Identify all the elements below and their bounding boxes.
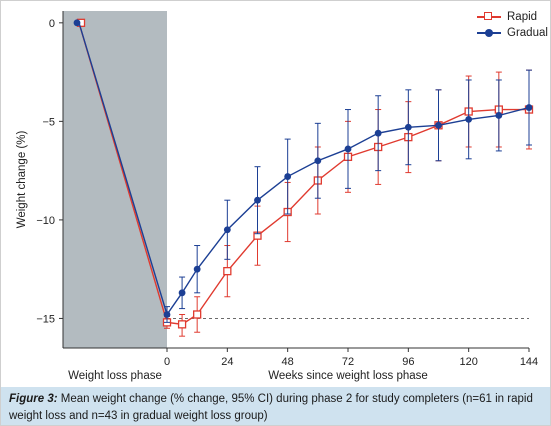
gradual-point — [193, 265, 201, 273]
gradual-point — [178, 289, 186, 297]
legend-swatch-rapid — [477, 12, 501, 22]
x-axis-label: Weeks since weight loss phase — [268, 370, 428, 382]
gradual-point — [223, 226, 231, 234]
x-tick-label: 144 — [520, 356, 538, 368]
legend: Rapid Gradual — [477, 9, 548, 41]
y-tick-label: −10 — [36, 215, 55, 227]
gradual-point — [495, 112, 503, 119]
y-axis-label: Weight change (%) — [16, 131, 28, 229]
weight-change-chart: 0 −5 −10 −15 0 24 48 72 96 120 144 Weight change (%… — [16, 11, 538, 382]
y-tick-label: −15 — [36, 313, 55, 325]
rapid-point — [223, 266, 232, 276]
gradual-point — [163, 311, 171, 318]
x-tick-label: 96 — [402, 356, 414, 368]
figure-caption: Figure 3: Mean weight change (% change, … — [1, 387, 550, 425]
gradual-point — [435, 121, 442, 129]
legend-label-rapid: Rapid — [507, 11, 538, 23]
gradual-point — [344, 145, 352, 153]
gradual-point — [404, 123, 412, 131]
y-tick-label: −5 — [42, 116, 55, 128]
gradual-point — [374, 129, 382, 137]
gradual-point — [284, 173, 292, 180]
gradual-point — [314, 157, 322, 165]
gradual-point — [254, 196, 261, 204]
x-tick-label: 48 — [282, 356, 294, 368]
gradual-point — [525, 104, 533, 111]
gradual-point — [73, 19, 81, 27]
rapid-point — [193, 310, 202, 319]
gradual-point — [465, 115, 473, 123]
legend-swatch-gradual — [477, 28, 501, 38]
figure-number: Figure 3: — [9, 393, 58, 405]
plot-panel: 0 −5 −10 −15 0 24 48 72 96 120 144 Weight change (%… — [1, 1, 550, 387]
weight-loss-phase-shading — [63, 11, 167, 348]
x-tick-label: 120 — [459, 356, 477, 368]
legend-item-rapid: Rapid — [477, 9, 548, 25]
weight-loss-phase-label: Weight loss phase — [68, 370, 162, 382]
legend-item-gradual: Gradual — [477, 25, 548, 41]
x-tick-label: 0 — [164, 356, 170, 368]
legend-label-gradual: Gradual — [507, 27, 548, 39]
y-tick-label: 0 — [49, 18, 55, 30]
caption-text: Mean weight change (% change, 95% CI) du… — [9, 393, 533, 422]
rapid-point — [177, 320, 187, 329]
x-tick-label: 24 — [221, 356, 233, 368]
x-tick-label: 72 — [342, 356, 354, 368]
